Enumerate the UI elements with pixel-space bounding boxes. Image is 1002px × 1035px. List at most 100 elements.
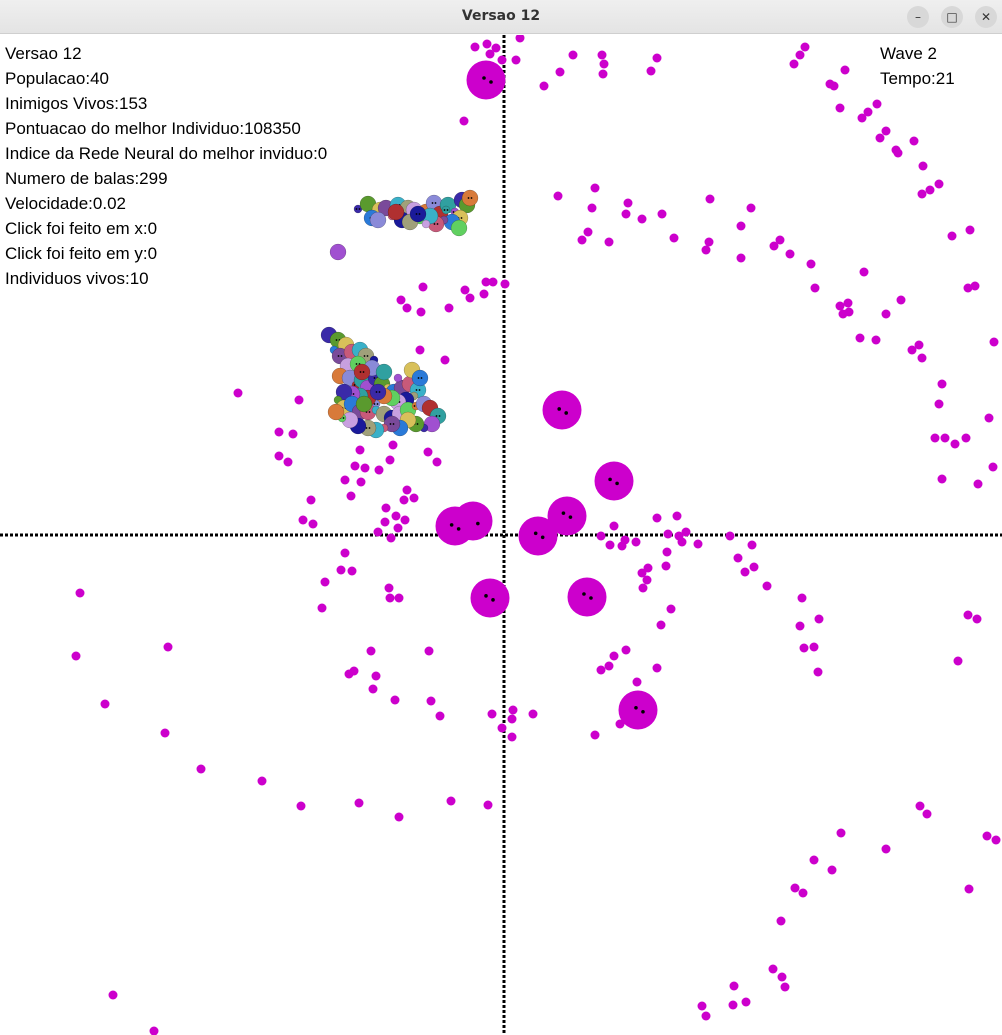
small-enemy <box>637 214 647 224</box>
small-enemy <box>374 465 384 475</box>
individual-agent <box>369 383 387 401</box>
small-enemy <box>346 491 356 501</box>
small-enemy <box>827 865 837 875</box>
small-enemy <box>934 179 944 189</box>
small-enemy <box>797 593 807 603</box>
small-enemy <box>907 345 917 355</box>
small-enemy <box>733 553 743 563</box>
small-enemy <box>385 455 395 465</box>
small-enemy <box>528 709 538 719</box>
small-enemy <box>662 547 672 557</box>
small-enemy <box>972 614 982 624</box>
individual-agent <box>355 395 373 413</box>
small-enemy <box>390 695 400 705</box>
hud-best-network-index: Indice da Rede Neural do melhor inviduo:… <box>5 144 328 163</box>
close-icon[interactable]: ✕ <box>975 6 997 28</box>
small-enemy <box>909 136 919 146</box>
small-enemy <box>274 451 284 461</box>
individual-agent <box>441 205 451 215</box>
individual-eye <box>446 209 449 211</box>
individual-eye <box>375 391 378 393</box>
small-enemy <box>416 307 426 317</box>
small-enemy <box>813 667 823 677</box>
small-enemy <box>769 241 779 251</box>
small-enemy <box>577 235 587 245</box>
individual-agent <box>353 363 371 381</box>
individual-eye <box>418 389 421 391</box>
small-enemy <box>925 185 935 195</box>
small-enemy <box>488 277 498 287</box>
small-enemy <box>409 493 419 503</box>
small-enemy <box>843 298 853 308</box>
big-enemy <box>518 516 558 556</box>
small-enemy <box>415 345 425 355</box>
small-enemy <box>515 35 525 43</box>
small-enemy <box>497 723 507 733</box>
individual-agent <box>421 219 431 229</box>
small-enemy <box>988 462 998 472</box>
small-enemy <box>835 103 845 113</box>
small-enemy <box>391 511 401 521</box>
small-enemy <box>402 485 412 495</box>
maximize-icon[interactable]: □ <box>941 6 963 28</box>
small-enemy <box>491 43 501 53</box>
small-enemy <box>615 719 625 729</box>
individual-agent <box>411 369 429 387</box>
small-enemy <box>940 433 950 443</box>
small-enemy <box>669 233 679 243</box>
individual-eye <box>368 411 371 413</box>
small-enemy <box>388 440 398 450</box>
small-enemy <box>435 711 445 721</box>
small-enemy <box>746 203 756 213</box>
small-enemy <box>621 645 631 655</box>
hud-wave-info: Wave 2 Tempo:21 <box>880 41 955 91</box>
small-enemy <box>609 651 619 661</box>
individual-agent <box>327 403 345 421</box>
individual-eye <box>366 355 369 357</box>
small-enemy <box>970 281 980 291</box>
small-enemy <box>795 50 805 60</box>
small-enemy <box>196 764 206 774</box>
individual-eye <box>358 208 361 210</box>
small-enemy <box>336 565 346 575</box>
small-enemy <box>814 614 824 624</box>
individual-eye <box>352 393 355 395</box>
small-enemy <box>663 529 673 539</box>
small-enemy <box>973 479 983 489</box>
small-enemy <box>701 245 711 255</box>
individual-eye <box>342 417 345 419</box>
individual-agent <box>450 219 468 237</box>
small-enemy <box>790 883 800 893</box>
individual-eye <box>392 423 395 425</box>
small-enemy <box>965 225 975 235</box>
hud-enemies-alive: Inimigos Vivos:153 <box>5 94 148 113</box>
big-enemy <box>470 578 510 618</box>
individual-agent <box>387 203 405 221</box>
small-enemy <box>637 568 647 578</box>
small-enemy <box>393 523 403 533</box>
small-enemy <box>872 99 882 109</box>
big-enemy <box>542 390 582 430</box>
big-enemy <box>567 577 607 617</box>
hud-click-x: Click foi feito em x:0 <box>5 219 158 238</box>
small-enemy <box>597 50 607 60</box>
game-field[interactable] <box>0 35 1002 1035</box>
small-enemy <box>741 997 751 1007</box>
small-enemy <box>340 548 350 558</box>
small-enemy <box>481 277 491 287</box>
small-enemy <box>652 513 662 523</box>
small-enemy <box>373 527 383 537</box>
small-enemy <box>500 279 510 289</box>
small-enemy <box>799 643 809 653</box>
individual-eye <box>431 202 434 204</box>
window-titlebar[interactable]: Versao 12 – □ ✕ <box>0 0 1002 34</box>
small-enemy <box>789 59 799 69</box>
game-canvas[interactable]: Versao 12 Populacao:40 Inimigos Vivos:15… <box>0 35 1002 1035</box>
minimize-icon[interactable]: – <box>907 6 929 28</box>
individual-eye <box>378 391 381 393</box>
small-enemy <box>446 796 456 806</box>
small-enemy <box>605 540 615 550</box>
individual-eye <box>368 427 371 429</box>
small-enemy <box>881 844 891 854</box>
small-enemy <box>479 289 489 299</box>
